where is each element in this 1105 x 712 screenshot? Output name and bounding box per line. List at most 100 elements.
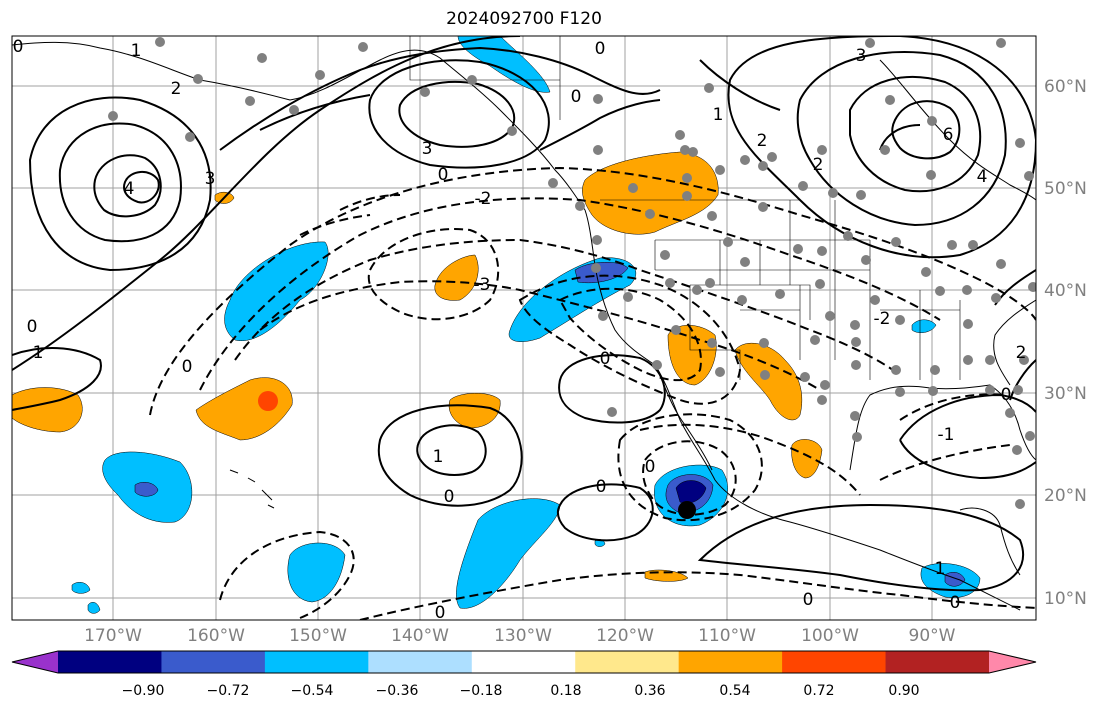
highlight-marker-red — [258, 391, 278, 411]
colorbar-tick-label: 0.36 — [634, 683, 666, 699]
coast-gulf — [849, 384, 1036, 471]
contour-ridge-1 — [219, 46, 661, 151]
shade-central-america-darkblue — [944, 572, 966, 587]
solid-contours — [12, 36, 1036, 592]
colorbar-segment — [575, 651, 680, 673]
contour-label: 0 — [435, 603, 446, 623]
contour-aleutian-low-4 — [123, 171, 160, 204]
colorbar-tick-label: 0.54 — [719, 683, 751, 699]
contour-label: 0 — [950, 593, 961, 613]
colorbar-tick-label: −0.90 — [121, 683, 165, 699]
contour-subtrop-1 — [377, 404, 523, 507]
shade-south-blue — [287, 542, 346, 603]
lat-label: 30°N — [1044, 384, 1087, 404]
shade-west-coast-darkblue — [574, 262, 629, 284]
lon-label: 110°W — [698, 626, 756, 646]
lon-label: 90°W — [908, 626, 956, 646]
contour-neg-baja-2 — [642, 440, 737, 516]
colorbar-extend-high — [989, 651, 1036, 673]
contour-baja-south — [556, 483, 654, 542]
contour-neg-trough-4 — [259, 280, 821, 391]
contour-label: -2 — [874, 309, 891, 329]
contour-label: 0 — [1001, 385, 1012, 405]
coast-yucatan — [959, 507, 1021, 576]
contour-neg-trough-1 — [149, 166, 1036, 416]
contour-canada-high-4 — [891, 100, 961, 160]
contour-neg-sw-1 — [518, 274, 742, 405]
lat-label: 40°N — [1044, 281, 1087, 301]
contour-canada-high-2 — [796, 51, 1007, 227]
contour-mexico-south — [697, 503, 1025, 592]
colorbar-segment — [471, 651, 576, 673]
colorbar-tick-label: −0.36 — [375, 683, 419, 699]
colorbar-tick-label: 0.18 — [550, 683, 582, 699]
contour-gulf-ak-1 — [368, 59, 550, 169]
contour-aleutian-low-2 — [58, 122, 182, 243]
colorbar-tick-label: 0.72 — [803, 683, 835, 699]
lat-label: 20°N — [1044, 486, 1087, 506]
contour-ridge-2 — [259, 94, 661, 151]
contour-neg-low — [367, 228, 500, 321]
contour-label: 0 — [13, 37, 24, 57]
lon-label: 170°W — [84, 626, 142, 646]
contour-aleutian-low-3 — [93, 154, 162, 218]
contour-label: 0 — [595, 39, 606, 59]
colorbar-extend-low — [12, 651, 58, 673]
contour-label: 4 — [977, 167, 988, 187]
shade-pnw-orange — [582, 151, 719, 235]
shade-small-blue-1 — [71, 582, 91, 594]
contour-neg-south-2 — [359, 571, 1036, 620]
contour-label: 2 — [757, 131, 768, 151]
contour-aleutian-low-1 — [28, 96, 212, 272]
contour-neg-mexico — [639, 423, 861, 496]
lat-label: 10°N — [1044, 589, 1087, 609]
contour-label: 0 — [27, 317, 38, 337]
dashed-contours — [149, 166, 1036, 620]
contour-label: 0 — [596, 477, 607, 497]
colorbar-segment — [782, 651, 887, 673]
contour-label: -2 — [475, 189, 492, 209]
contour-label: 1 — [713, 105, 724, 125]
shade-central-blue — [456, 498, 561, 609]
contour-label: 0 — [645, 457, 656, 477]
contour-label: 3 — [422, 139, 433, 159]
highlight-marker-black — [678, 501, 696, 519]
state-borders — [409, 36, 961, 380]
station-markers — [108, 37, 1036, 509]
shade-alaska-blue — [457, 36, 551, 93]
coast-east — [993, 299, 1036, 386]
lon-label: 160°W — [187, 626, 245, 646]
contour-label: 3 — [205, 169, 216, 189]
contour-label: 0 — [571, 87, 582, 107]
contour-label: 0 — [600, 349, 611, 369]
colorbar-segment — [678, 651, 783, 673]
contour-label: 2 — [1016, 343, 1027, 363]
lon-label: 130°W — [494, 626, 552, 646]
map-frame — [11, 35, 1037, 621]
contour-label: 0 — [438, 165, 449, 185]
lon-label: 100°W — [801, 626, 859, 646]
contour-west-edge — [12, 347, 102, 411]
coast-hudson — [879, 59, 1036, 201]
colorbar-tick-label: 0.90 — [888, 683, 920, 699]
contour-ca-coast — [558, 354, 666, 424]
contour-label: 0 — [803, 590, 814, 610]
contour-gulf-ak-2 — [398, 80, 516, 148]
colorbar-segment — [885, 651, 990, 673]
shade-small-blue-2 — [87, 602, 101, 614]
shade-north-pacific-blue — [224, 241, 329, 342]
colorbar-segment — [161, 651, 266, 673]
contour-neg-south-1 — [219, 530, 355, 619]
contour-label: 0 — [444, 487, 455, 507]
contour-subtrop-2 — [416, 424, 487, 476]
positive-shading — [12, 151, 823, 582]
contour-label: 3 — [856, 46, 867, 66]
contour-neg-east-1 — [879, 393, 1011, 481]
coast-west-us — [584, 209, 716, 481]
lon-label: 120°W — [596, 626, 654, 646]
colorbar-tick-label: −0.72 — [206, 683, 250, 699]
contour-neg-baja-1 — [617, 413, 763, 522]
shade-mexico-orange — [791, 439, 823, 479]
contour-label: 1 — [935, 559, 946, 579]
